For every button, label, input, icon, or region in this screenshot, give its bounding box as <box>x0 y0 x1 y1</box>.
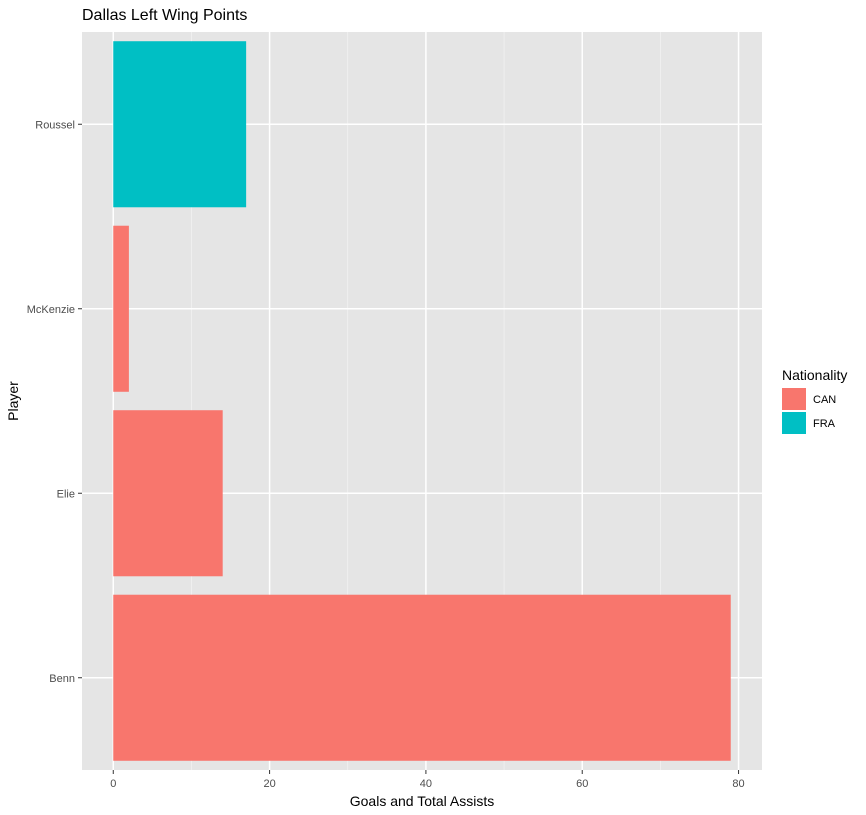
x-tick-label: 80 <box>732 778 744 790</box>
y-tick-label: Benn <box>49 673 75 685</box>
bars <box>113 41 731 761</box>
y-tick-label: Roussel <box>35 119 75 131</box>
bar-mckenzie <box>113 225 129 392</box>
y-tick-label: Elie <box>57 488 75 500</box>
x-tick-label: 40 <box>420 778 432 790</box>
y-axis: Benn Elie McKenzie Roussel <box>27 119 82 685</box>
x-axis: 0 20 40 60 80 <box>110 770 745 790</box>
x-tick-label: 60 <box>576 778 588 790</box>
legend-key-fra <box>782 412 806 434</box>
x-axis-title: Goals and Total Assists <box>350 793 494 809</box>
chart-title: Dallas Left Wing Points <box>82 7 247 24</box>
legend-label-fra: FRA <box>813 418 836 430</box>
y-axis-title: Player <box>5 381 21 421</box>
y-tick-label: McKenzie <box>27 304 75 316</box>
legend: Nationality CAN FRA <box>782 367 847 434</box>
x-tick-label: 0 <box>110 778 116 790</box>
bar-elie <box>113 410 223 577</box>
x-tick-label: 20 <box>263 778 275 790</box>
legend-key-can <box>782 388 806 410</box>
bar-benn <box>113 594 731 761</box>
legend-title: Nationality <box>782 367 847 383</box>
legend-label-can: CAN <box>813 394 836 406</box>
bar-roussel <box>113 41 247 208</box>
